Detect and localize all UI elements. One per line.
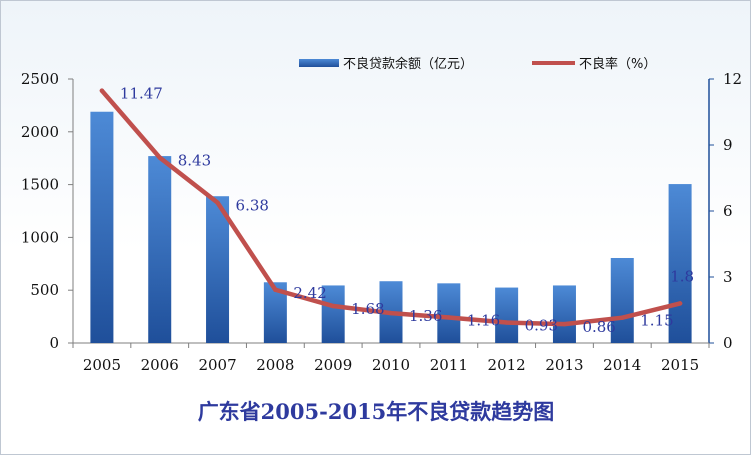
legend-label-bar: 不良贷款余额（亿元）: [343, 56, 473, 72]
line-point: [388, 310, 394, 316]
y-right-tick-label: 9: [723, 136, 733, 154]
data-label: 1.36: [409, 307, 442, 325]
y-right-tick-label: 6: [723, 202, 733, 220]
bar: [437, 283, 461, 343]
data-labels-group: 11.47 8.43 6.38 2.42 1.68 1.36 1.16 0.93 0.86 1.1…: [120, 85, 694, 336]
y-left-tick-label: 2000: [21, 123, 59, 141]
line-point: [677, 301, 683, 306]
y-left-tick-label: 0: [49, 334, 59, 352]
bar: [321, 285, 345, 343]
x-tick-label: 2013: [545, 356, 583, 374]
y-right-tick-label: 0: [723, 334, 733, 352]
bar: [495, 287, 519, 343]
line-point: [620, 315, 625, 320]
line-point: [504, 320, 509, 325]
data-label: 0.93: [525, 317, 558, 335]
line-series-group: [99, 88, 683, 327]
data-label: 6.38: [236, 197, 269, 215]
bar: [610, 257, 634, 343]
axes-group: 0 500 1000 1500 2000 2500 0 3 6 9 12 2005 2006 2007 20…: [21, 70, 742, 374]
data-label: 0.86: [582, 318, 615, 336]
y-right-tick-label: 3: [723, 268, 733, 286]
x-tick-label: 2007: [198, 356, 236, 374]
x-tick-label: 2005: [83, 356, 121, 374]
line-point: [446, 315, 452, 320]
bars-group: [90, 111, 692, 344]
bar: [90, 111, 114, 344]
bar: [552, 285, 576, 343]
data-label: 1.15: [640, 312, 673, 330]
x-tick-label: 2008: [256, 356, 294, 374]
line-point: [99, 88, 105, 93]
x-tick-label: 2012: [488, 356, 526, 374]
chart-title: 广东省2005-2015年不良贷款趋势图: [198, 399, 555, 424]
x-tick-label: 2009: [314, 356, 352, 374]
bar: [263, 282, 287, 343]
line-point: [157, 155, 162, 160]
bar: [148, 156, 172, 343]
x-tick-label: 2015: [661, 356, 699, 374]
x-tick-label: 2010: [372, 356, 410, 374]
x-tick-label: 2014: [603, 356, 641, 374]
y-left-tick-label: 500: [30, 281, 59, 299]
line-point: [273, 287, 278, 292]
data-label: 1.8: [670, 267, 694, 285]
y-left-tick-label: 1000: [21, 228, 59, 246]
data-label: 2.42: [293, 284, 326, 302]
x-tick-label: 2011: [430, 356, 468, 374]
legend-label-line: 不良率（%）: [579, 56, 656, 72]
y-left-tick-label: 2500: [21, 70, 59, 88]
line-point: [562, 321, 567, 327]
legend: 不良贷款余额（亿元） 不良率（%）: [299, 56, 656, 72]
x-tick-label: 2006: [141, 356, 179, 374]
data-label: 11.47: [120, 85, 163, 103]
data-label: 1.68: [351, 300, 384, 318]
line-point: [330, 303, 336, 309]
bar: [206, 196, 230, 343]
data-label: 8.43: [178, 152, 211, 170]
y-left-tick-label: 1500: [21, 176, 59, 194]
legend-swatch-bar: [299, 59, 339, 67]
y-right-tick-label: 12: [723, 70, 742, 88]
line-point: [215, 200, 220, 205]
data-label: 1.16: [467, 311, 500, 329]
